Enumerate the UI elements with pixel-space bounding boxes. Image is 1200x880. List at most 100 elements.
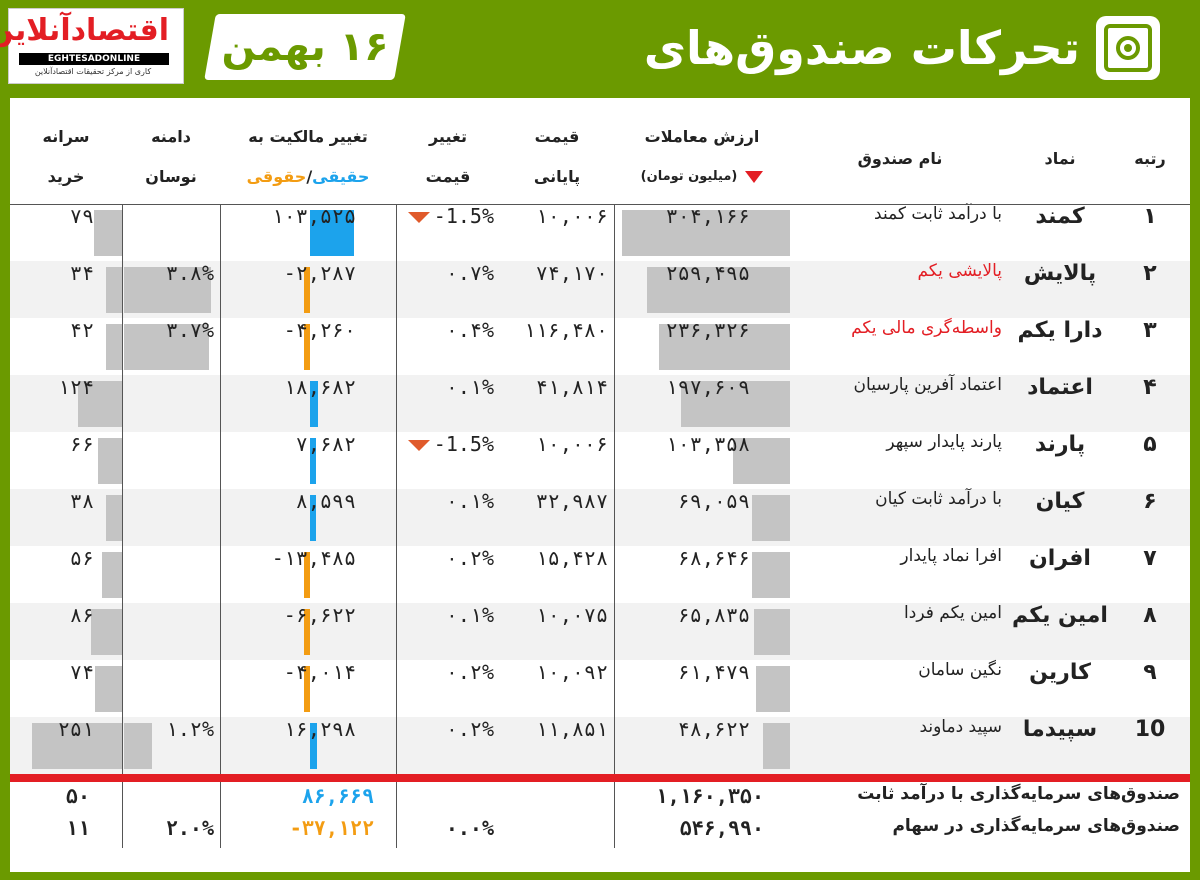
symbol-cell: دارا یکم xyxy=(1017,318,1103,343)
per-capita-cell: ۷۹ xyxy=(69,204,94,228)
logo-name: اقتصادآنلاین xyxy=(0,13,169,48)
symbol-cell: سپیدما xyxy=(1022,717,1098,742)
ownership-cell: ۸,۵۹۹ xyxy=(295,489,356,513)
price-change-cell: ۰.۷% xyxy=(396,261,494,318)
per-capita-cell: ۷۴ xyxy=(69,660,94,684)
summary-column-divider xyxy=(220,782,221,848)
fund-name-cell: افرا نماد پایدار xyxy=(900,546,1002,566)
fund-name-cell: نگین سامان xyxy=(918,660,1002,680)
final-price-cell: ۱۰,۰۷۵ xyxy=(535,603,608,627)
symbol-cell: کمند xyxy=(1035,204,1085,229)
symbol-cell: کیان xyxy=(1035,489,1085,514)
summary-per-capita: ۱۱ xyxy=(65,816,90,840)
table-row: ۱ کمند با درآمد ثابت کمند ۳۰۴,۱۶۶ ۱۰,۰۰۶ -1.5… xyxy=(10,204,1190,261)
ownership-bar xyxy=(304,666,310,712)
trade-value-cell: ۲۵۹,۴۹۵ xyxy=(665,261,750,285)
per-capita-cell: ۱۲۴ xyxy=(57,375,94,399)
range-cell xyxy=(122,432,214,489)
summary-label: صندوق‌های سرمایه‌گذاری در سهام xyxy=(892,816,1180,836)
sort-desc-icon xyxy=(745,170,764,183)
per-capita-bar xyxy=(32,723,122,769)
fund-name-cell: امین یکم فردا xyxy=(904,603,1002,623)
col-price-change-header: تغییر قیمت xyxy=(425,127,471,186)
price-change-value: ۰.۱% xyxy=(445,489,494,513)
rank-cell: ۱ xyxy=(1143,204,1157,229)
summary-range: ۲.۰% xyxy=(165,816,214,840)
summary-ownership: ۸۶,۶۶۹ xyxy=(301,784,374,808)
safe-icon xyxy=(1096,16,1160,80)
table-row: ۹ کارین نگین سامان ۶۱,۴۷۹ ۱۰,۰۹۲ ۰.۲% -۴,۰۱۴ ۷۴ xyxy=(10,660,1190,717)
price-change-cell: ۰.۲% xyxy=(396,660,494,717)
price-change-cell: -1.5% xyxy=(396,432,494,489)
trade-value-bar xyxy=(752,552,790,598)
price-change-cell: ۰.۴% xyxy=(396,318,494,375)
trade-value-cell: ۶۵,۸۳۵ xyxy=(677,603,750,627)
table-row: ۷ افران افرا نماد پایدار ۶۸,۶۴۶ ۱۵,۴۲۸ ۰.۲% -۱… xyxy=(10,546,1190,603)
summary-trade-value: ۵۴۶,۹۹۰ xyxy=(679,816,764,840)
summary-row: صندوق‌های سرمایه‌گذاری در سهام ۵۴۶,۹۹۰ ۰.۰… xyxy=(10,816,1190,848)
per-capita-cell: ۶۶ xyxy=(69,432,94,456)
trade-value-cell: ۳۰۴,۱۶۶ xyxy=(665,204,750,228)
col-rank-header: رتبه xyxy=(1134,149,1166,168)
ownership-bar xyxy=(310,210,354,256)
range-bar xyxy=(124,324,209,370)
per-capita-bar xyxy=(106,495,122,541)
down-arrow-icon xyxy=(407,440,430,451)
summary-range xyxy=(122,784,214,816)
rank-cell: ۹ xyxy=(1143,660,1157,685)
ownership-cell: ۷,۶۸۲ xyxy=(295,432,356,456)
range-cell xyxy=(122,375,214,432)
trade-value-cell: ۶۱,۴۷۹ xyxy=(677,660,750,684)
table-row: ۴ اعتماد اعتماد آفرین پارسیان ۱۹۷,۶۰۹ ۴۱,۸۱۴… xyxy=(10,375,1190,432)
summary-price-change: ۰.۰% xyxy=(445,816,494,840)
summary-ownership: -۳۷,۱۲۲ xyxy=(289,816,374,840)
summary-per-capita: ۵۰ xyxy=(65,784,90,808)
final-price-cell: ۴۱,۸۱۴ xyxy=(535,375,608,399)
ownership-cell: ۱۰۳,۵۲۵ xyxy=(271,204,356,228)
symbol-cell: پارند xyxy=(1034,432,1086,457)
rank-cell: ۵ xyxy=(1143,432,1157,457)
per-capita-bar xyxy=(78,381,122,427)
per-capita-bar xyxy=(106,324,122,370)
summary-price-change xyxy=(396,784,494,816)
rank-cell: ۴ xyxy=(1143,375,1157,400)
final-price-cell: ۱۰,۰۹۲ xyxy=(535,660,608,684)
symbol-cell: افران xyxy=(1029,546,1091,571)
col-fund-name-header: نام صندوق xyxy=(857,149,943,168)
fund-name-cell: با درآمد ثابت کمند xyxy=(874,204,1002,224)
ownership-bar xyxy=(304,609,310,655)
table-row: ۶ کیان با درآمد ثابت کیان ۶۹,۰۵۹ ۳۲,۹۸۷ ۰.۱% ۸… xyxy=(10,489,1190,546)
logo: اقتصادآنلاین EGHTESADONLINE کاری از مرکز… xyxy=(0,8,184,84)
fund-name-cell: واسطه‌گری مالی یکم xyxy=(851,318,1002,338)
ownership-cell: -۴,۰۱۴ xyxy=(283,660,356,684)
price-change-cell: ۰.۱% xyxy=(396,375,494,432)
price-change-value: ۰.۷% xyxy=(445,261,494,285)
header-divider xyxy=(10,204,1190,205)
column-divider xyxy=(614,204,615,774)
per-capita-cell: ۲۵۱ xyxy=(57,717,94,741)
summary-column-divider xyxy=(614,782,615,848)
final-price-cell: ۱۰,۰۰۶ xyxy=(535,204,608,228)
trade-value-cell: ۲۳۶,۳۲۶ xyxy=(665,318,750,342)
ownership-bar xyxy=(310,495,316,541)
ownership-cell: -۶,۶۲۲ xyxy=(283,603,356,627)
ownership-cell: ۱۸,۶۸۲ xyxy=(283,375,356,399)
range-cell xyxy=(122,660,214,717)
summary-column-divider xyxy=(122,782,123,848)
per-capita-cell: ۳۸ xyxy=(69,489,94,513)
trade-value-bar xyxy=(622,210,790,256)
header: اقتصادآنلاین EGHTESADONLINE کاری از مرکز… xyxy=(0,0,1200,159)
logo-subtitle: کاری از مرکز تحقیقات اقتصادآنلاین xyxy=(34,67,152,76)
ownership-bar xyxy=(310,381,318,427)
summary-column-divider xyxy=(396,782,397,848)
final-price-cell: ۷۴,۱۷۰ xyxy=(535,261,608,285)
price-change-value: -1.5% xyxy=(433,204,494,228)
per-capita-cell: ۵۶ xyxy=(69,546,94,570)
price-change-value: ۰.۲% xyxy=(445,660,494,684)
logo-en: EGHTESADONLINE xyxy=(19,53,169,65)
trade-value-cell: ۴۸,۶۲۲ xyxy=(677,717,750,741)
range-cell xyxy=(122,546,214,603)
trade-value-bar xyxy=(763,723,790,769)
range-cell xyxy=(122,489,214,546)
